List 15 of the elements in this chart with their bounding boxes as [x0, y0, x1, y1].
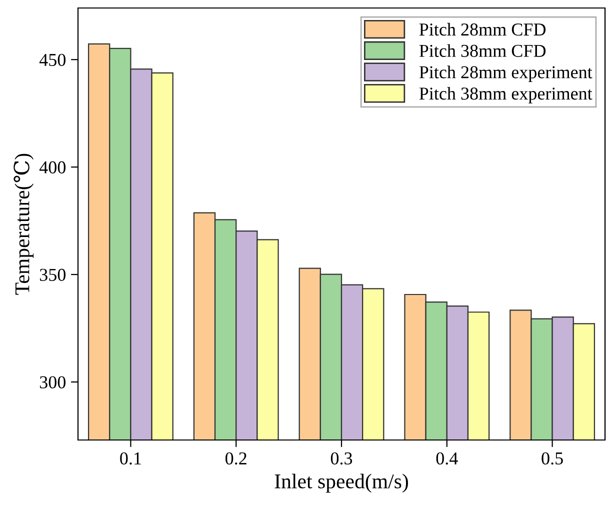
legend-label: Pitch 28mm CFD [419, 22, 546, 36]
y-tick-label: 350 [40, 268, 66, 281]
legend-label: Pitch 38mm experiment [419, 86, 592, 104]
y-axis-title: Temperature(℃) [14, 154, 34, 295]
x-tick-label: 0.2 [226, 452, 246, 465]
legend-label: Pitch 38mm CFD [419, 44, 546, 57]
legend-label: Pitch 28mm experiment [419, 66, 592, 82]
x-axis-title: Inlet speed(m/s) [274, 474, 408, 493]
x-tick-label: 0.4 [436, 452, 458, 465]
y-tick-label: 400 [39, 161, 66, 174]
y-tick-label: 300 [40, 376, 66, 388]
x-tick-label: 0.1 [120, 452, 141, 465]
y-tick-label: 450 [39, 54, 66, 66]
x-tick-label: 0.3 [330, 452, 352, 465]
x-tick-label: 0.5 [542, 452, 563, 465]
